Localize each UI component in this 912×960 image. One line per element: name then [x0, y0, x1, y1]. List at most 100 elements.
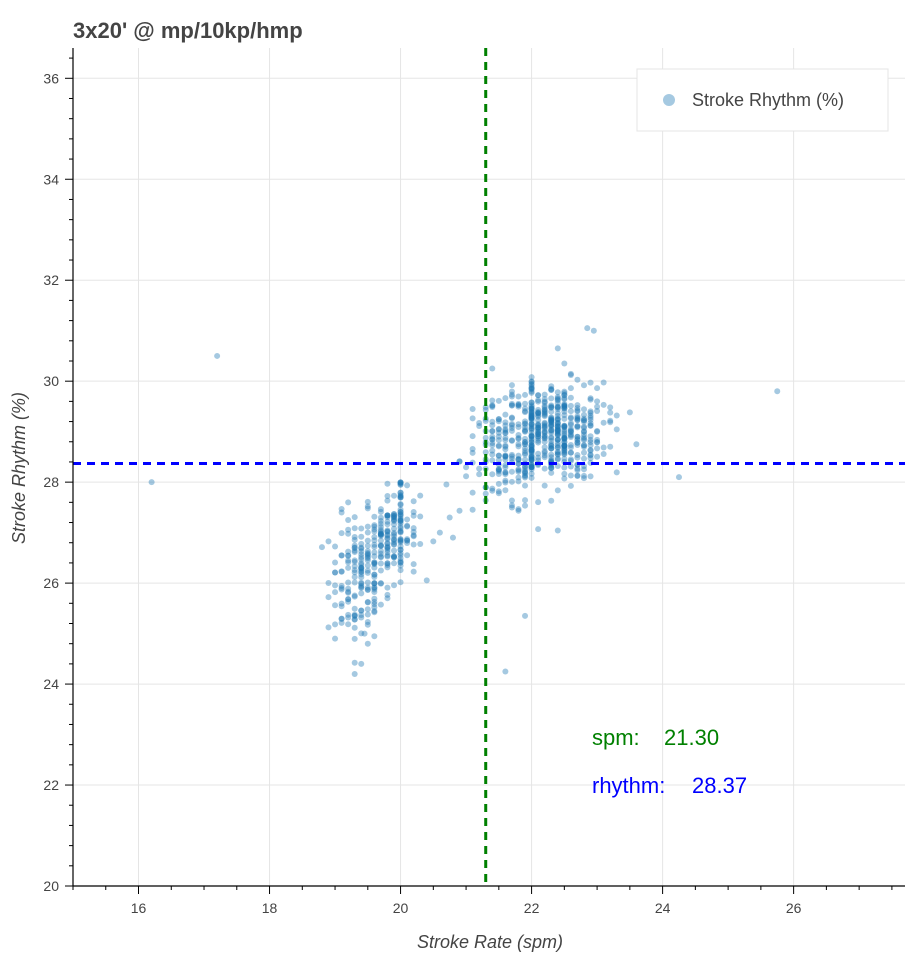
grid — [73, 48, 905, 887]
data-point — [528, 412, 535, 419]
data-point — [561, 402, 568, 409]
data-point — [371, 604, 378, 611]
data-point — [404, 552, 411, 559]
data-point — [528, 379, 535, 386]
data-point — [508, 455, 515, 462]
data-point — [587, 436, 594, 443]
data-point — [541, 423, 548, 430]
data-point — [528, 446, 535, 453]
data-point — [502, 479, 509, 486]
data-point — [528, 464, 535, 471]
data-point — [554, 396, 561, 403]
data-point — [522, 612, 529, 619]
data-point — [391, 492, 398, 499]
data-point — [535, 457, 542, 464]
data-point — [351, 670, 358, 677]
data-point — [535, 426, 542, 433]
data-point — [358, 544, 365, 551]
data-point — [515, 466, 522, 473]
data-point — [548, 421, 555, 428]
data-point — [371, 559, 378, 566]
data-point — [528, 444, 535, 451]
data-point — [528, 405, 535, 412]
data-point — [410, 528, 417, 535]
data-point — [515, 423, 522, 430]
data-point — [351, 545, 358, 552]
data-point — [528, 414, 535, 421]
data-point — [535, 398, 542, 405]
data-point — [502, 442, 509, 449]
data-point — [574, 433, 581, 440]
data-point — [522, 418, 529, 425]
data-point — [391, 554, 398, 561]
data-point — [567, 414, 574, 421]
data-point — [774, 388, 781, 395]
data-point — [594, 439, 601, 446]
data-point — [541, 411, 548, 418]
data-point — [476, 465, 483, 472]
data-point — [371, 595, 378, 602]
data-point — [495, 416, 502, 423]
data-point — [397, 480, 404, 487]
data-point — [548, 442, 555, 449]
data-point — [580, 406, 587, 413]
data-point — [364, 551, 371, 558]
data-point — [528, 409, 535, 416]
data-point — [495, 429, 502, 436]
data-point — [358, 565, 365, 572]
data-point — [541, 413, 548, 420]
data-point — [358, 561, 365, 568]
data-point — [574, 435, 581, 442]
data-point — [528, 464, 535, 471]
data-point — [449, 534, 456, 541]
data-point — [358, 590, 365, 597]
data-point — [338, 603, 345, 610]
data-point — [528, 455, 535, 462]
data-point — [528, 399, 535, 406]
data-point — [554, 423, 561, 430]
data-point — [541, 454, 548, 461]
data-point — [528, 388, 535, 395]
data-point — [508, 415, 515, 422]
data-point — [574, 465, 581, 472]
data-point — [377, 580, 384, 587]
data-point — [554, 444, 561, 451]
data-point — [345, 621, 352, 628]
data-point — [561, 475, 568, 482]
data-point — [580, 449, 587, 456]
data-point — [397, 509, 404, 516]
data-point — [594, 445, 601, 452]
y-axis-label: Stroke Rhythm (%) — [9, 392, 29, 544]
data-point — [548, 419, 555, 426]
data-point — [351, 544, 358, 551]
data-point — [377, 530, 384, 537]
data-point — [561, 436, 568, 443]
data-point — [528, 374, 535, 381]
data-point — [397, 506, 404, 513]
data-point — [528, 378, 535, 385]
data-point — [580, 428, 587, 435]
data-point — [528, 466, 535, 473]
data-point — [535, 422, 542, 429]
data-point — [377, 567, 384, 574]
data-point — [541, 482, 548, 489]
data-point — [410, 561, 417, 568]
data-point — [410, 533, 417, 540]
data-point — [522, 445, 529, 452]
data-point — [522, 426, 529, 433]
data-point — [391, 529, 398, 536]
data-point — [541, 429, 548, 436]
data-point — [364, 587, 371, 594]
data-point — [397, 557, 404, 564]
data-point — [377, 526, 384, 533]
data-point — [554, 436, 561, 443]
data-point — [587, 414, 594, 421]
data-point — [607, 409, 614, 416]
data-point — [584, 325, 591, 332]
data-point — [561, 449, 568, 456]
y-tick-label: 26 — [43, 575, 59, 591]
data-point — [528, 417, 535, 424]
data-point — [548, 454, 555, 461]
data-point — [391, 511, 398, 518]
data-point — [600, 419, 607, 426]
